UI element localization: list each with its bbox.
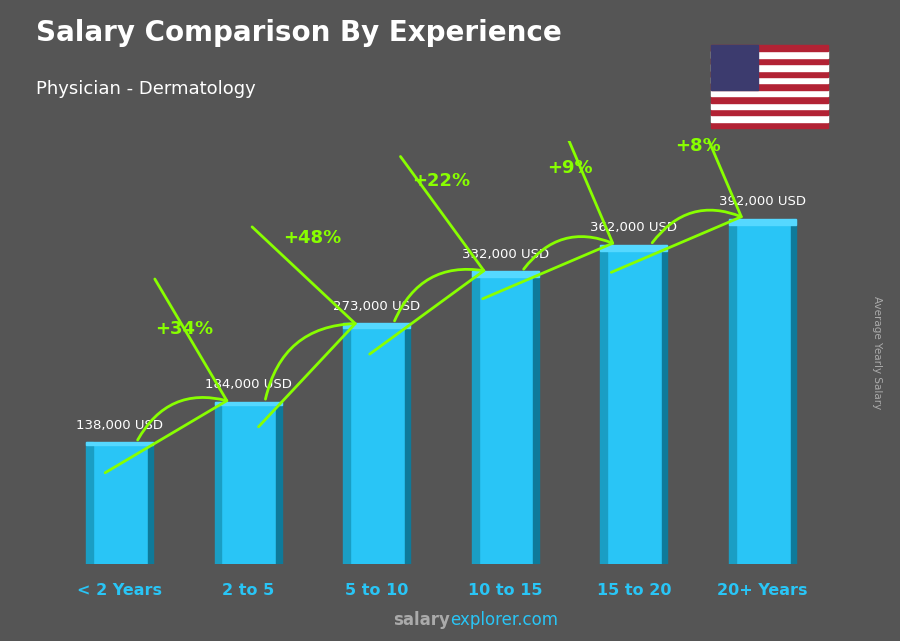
Bar: [711, 109, 828, 115]
Bar: [711, 58, 828, 64]
Bar: [711, 122, 828, 128]
Text: 392,000 USD: 392,000 USD: [719, 195, 806, 208]
Bar: [729, 219, 796, 564]
Bar: [405, 324, 410, 564]
Text: 2 to 5: 2 to 5: [222, 583, 274, 599]
Text: 273,000 USD: 273,000 USD: [333, 300, 420, 313]
Bar: [600, 245, 608, 564]
Text: Salary Comparison By Experience: Salary Comparison By Experience: [36, 19, 562, 47]
Text: salary: salary: [393, 612, 450, 629]
Bar: [711, 45, 828, 51]
Bar: [790, 219, 796, 564]
Bar: [711, 96, 828, 103]
Bar: [711, 103, 828, 109]
FancyArrowPatch shape: [482, 113, 613, 299]
Bar: [662, 245, 667, 564]
Text: +8%: +8%: [675, 137, 721, 155]
Bar: [86, 442, 93, 564]
FancyArrowPatch shape: [370, 156, 484, 354]
Bar: [600, 245, 667, 564]
Text: 362,000 USD: 362,000 USD: [590, 221, 678, 235]
Text: +9%: +9%: [547, 159, 592, 177]
FancyArrowPatch shape: [105, 279, 227, 472]
Bar: [729, 219, 796, 225]
Bar: [86, 442, 153, 445]
Bar: [215, 402, 282, 564]
Text: +48%: +48%: [284, 229, 342, 247]
Text: +22%: +22%: [412, 172, 470, 190]
Bar: [711, 115, 828, 122]
Bar: [343, 324, 350, 564]
Bar: [276, 402, 282, 564]
Bar: [343, 324, 410, 564]
Bar: [711, 90, 828, 96]
Text: 184,000 USD: 184,000 USD: [204, 378, 292, 391]
Bar: [711, 83, 828, 90]
Bar: [215, 402, 282, 405]
Text: Physician - Dermatology: Physician - Dermatology: [36, 80, 256, 98]
Text: 15 to 20: 15 to 20: [597, 583, 671, 599]
Bar: [711, 64, 828, 71]
Text: 20+ Years: 20+ Years: [717, 583, 807, 599]
Bar: [343, 324, 410, 328]
Text: 138,000 USD: 138,000 USD: [76, 419, 163, 432]
Text: 332,000 USD: 332,000 USD: [462, 248, 549, 261]
Bar: [729, 219, 735, 564]
FancyArrowPatch shape: [611, 87, 742, 272]
FancyArrowPatch shape: [252, 227, 356, 427]
Bar: [711, 51, 828, 58]
Bar: [86, 442, 153, 564]
Text: 10 to 15: 10 to 15: [468, 583, 543, 599]
Bar: [600, 245, 667, 251]
Text: Average Yearly Salary: Average Yearly Salary: [872, 296, 883, 409]
Text: < 2 Years: < 2 Years: [77, 583, 162, 599]
Bar: [711, 71, 828, 77]
Bar: [215, 402, 221, 564]
Text: 5 to 10: 5 to 10: [345, 583, 409, 599]
Bar: [534, 272, 539, 564]
Bar: [711, 77, 828, 83]
Bar: [472, 272, 479, 564]
Bar: [148, 442, 153, 564]
Text: explorer.com: explorer.com: [450, 612, 558, 629]
Text: +34%: +34%: [155, 320, 213, 338]
Bar: [472, 272, 539, 564]
Bar: [711, 45, 758, 90]
Bar: [472, 272, 539, 277]
